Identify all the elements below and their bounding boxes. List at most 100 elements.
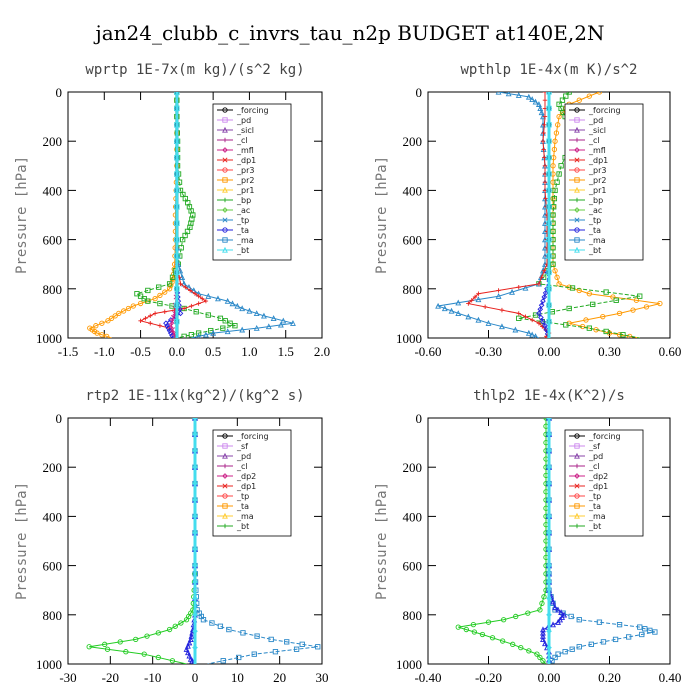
series-point [441, 305, 448, 312]
series-point [485, 619, 492, 625]
series-point [569, 285, 576, 291]
series-point [133, 636, 139, 643]
series-point [253, 324, 260, 331]
legend-marker [574, 503, 580, 509]
series-point [123, 649, 129, 655]
series-point [105, 318, 111, 324]
series-point [192, 611, 198, 618]
x-tick-label: -0.5 [130, 344, 151, 359]
legend-entry: _bp [588, 196, 603, 205]
legend-marker [574, 197, 580, 203]
series-point [500, 617, 507, 623]
series-point [588, 641, 595, 647]
series-point [186, 639, 193, 646]
series-point [157, 323, 163, 328]
series-point [315, 644, 321, 650]
series-point [542, 640, 548, 647]
legend-marker [222, 512, 228, 519]
legend-marker [222, 443, 228, 449]
series-point [99, 332, 105, 338]
series-point [144, 633, 150, 639]
series-point [586, 93, 592, 99]
legend-marker [574, 107, 580, 113]
y-tick-label: 200 [403, 460, 423, 475]
series-point [568, 613, 574, 620]
series-point [552, 187, 558, 194]
series-point [543, 418, 549, 421]
series-point [277, 321, 284, 328]
series-point [512, 326, 519, 333]
series-point [518, 644, 524, 651]
series-point [583, 317, 589, 323]
y-tick-label: 400 [43, 509, 63, 524]
series-point [174, 253, 180, 259]
x-tick-label: 0.00 [538, 344, 561, 359]
series-point [556, 113, 562, 120]
figure-title: jan24_clubb_c_invrs_tau_n2p BUDGET at140… [94, 21, 605, 45]
series-point [203, 298, 209, 304]
series-point [542, 92, 548, 95]
series-point [546, 431, 552, 438]
series-point [261, 312, 267, 319]
series-point [546, 497, 552, 503]
legend-marker [222, 147, 228, 153]
legend-entry: _forcing [236, 432, 269, 441]
series-point [455, 624, 461, 630]
x-tick-label: 1.0 [241, 344, 257, 359]
series-point [192, 431, 198, 438]
legend-entry: _pd [588, 452, 603, 461]
series-point [535, 101, 542, 107]
x-tick-label: 2.0 [314, 344, 330, 359]
series-point [166, 626, 173, 633]
y-tick-label: 1000 [36, 331, 62, 346]
series-point [538, 109, 545, 116]
series-point [174, 187, 180, 194]
series-point [284, 639, 290, 645]
series-point [181, 306, 187, 311]
series-point [510, 641, 516, 647]
series-point [193, 309, 199, 315]
series-point [192, 291, 198, 296]
series-point [566, 305, 572, 312]
legend-marker [222, 237, 228, 243]
series-point [217, 623, 224, 629]
series-point [516, 311, 521, 316]
legend-marker [222, 207, 228, 213]
series-point [186, 652, 193, 659]
y-axis-label: Pressure [hPa] [14, 156, 30, 274]
series-point [610, 294, 616, 300]
series-point [536, 321, 542, 326]
series-point [120, 308, 127, 314]
series-point [482, 304, 488, 310]
y-tick-label: 800 [403, 608, 423, 623]
series-point [546, 92, 552, 95]
legend: _forcing_pd_sicl_cl_mfl_dp1_pr3_pr2_pr1_… [212, 103, 292, 261]
series-point [226, 626, 232, 633]
series-point [455, 299, 462, 306]
series-point [546, 171, 552, 177]
series-line-dp1 [458, 418, 547, 664]
series-point [546, 253, 552, 259]
series-point [164, 322, 171, 329]
series-point [232, 323, 238, 329]
legend-marker [222, 483, 228, 489]
series-point [537, 105, 544, 112]
x-tick-label: 30 [316, 670, 329, 685]
series-point [470, 621, 477, 628]
series-point [539, 275, 544, 280]
legend-marker [222, 493, 228, 499]
series-point [561, 611, 568, 618]
legend-marker [222, 167, 228, 173]
series-point [555, 618, 562, 625]
series-point [143, 316, 148, 321]
series-point [546, 644, 552, 651]
legend-entry: _tp [588, 492, 601, 501]
series-point [152, 311, 158, 316]
legend-marker [222, 503, 228, 509]
series-point [192, 513, 198, 520]
series-point [616, 310, 623, 317]
legend-marker [222, 197, 228, 203]
series-point [563, 93, 569, 99]
series-point [137, 300, 144, 307]
legend-entry: _bt [588, 246, 601, 255]
